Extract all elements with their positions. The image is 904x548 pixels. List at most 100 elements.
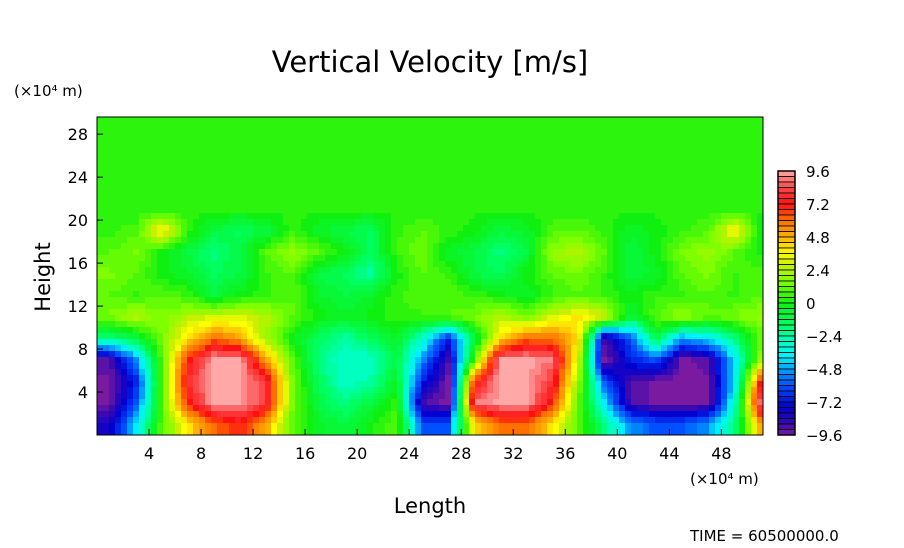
- heatmap-cell: [511, 165, 518, 172]
- heatmap-cell: [109, 309, 116, 316]
- heatmap-cell: [637, 225, 644, 232]
- heatmap-cell: [643, 345, 650, 352]
- heatmap-cell: [457, 141, 464, 148]
- heatmap-cell: [391, 159, 398, 166]
- heatmap-cell: [559, 243, 566, 250]
- heatmap-cell: [229, 303, 236, 310]
- heatmap-cell: [235, 309, 242, 316]
- heatmap-cell: [517, 117, 524, 124]
- heatmap-cell: [571, 153, 578, 160]
- heatmap-cell: [691, 381, 698, 388]
- heatmap-cell: [541, 231, 548, 238]
- heatmap-cell: [547, 213, 554, 220]
- heatmap-cell: [349, 231, 356, 238]
- heatmap-cell: [625, 309, 632, 316]
- heatmap-cell: [547, 273, 554, 280]
- heatmap-cell: [157, 123, 164, 130]
- heatmap-cell: [169, 195, 176, 202]
- heatmap-cell: [307, 201, 314, 208]
- heatmap-cell: [739, 171, 746, 178]
- heatmap-cell: [121, 177, 128, 184]
- heatmap-cell: [259, 147, 266, 154]
- heatmap-cell: [583, 159, 590, 166]
- heatmap-cell: [505, 351, 512, 358]
- heatmap-cell: [193, 189, 200, 196]
- heatmap-cell: [493, 159, 500, 166]
- heatmap-cell: [199, 303, 206, 310]
- heatmap-cell: [541, 345, 548, 352]
- heatmap-cell: [649, 381, 656, 388]
- heatmap-cell: [661, 165, 668, 172]
- heatmap-cell: [643, 339, 650, 346]
- heatmap-cell: [337, 177, 344, 184]
- heatmap-cell: [535, 195, 542, 202]
- heatmap-cell: [613, 237, 620, 244]
- heatmap-cell: [529, 351, 536, 358]
- heatmap-cell: [391, 195, 398, 202]
- heatmap-cell: [391, 321, 398, 328]
- heatmap-cell: [607, 363, 614, 370]
- heatmap-cell: [487, 297, 494, 304]
- heatmap-cell: [253, 327, 260, 334]
- heatmap-cell: [649, 243, 656, 250]
- heatmap-cell: [361, 267, 368, 274]
- heatmap-cell: [541, 177, 548, 184]
- heatmap-cell: [391, 171, 398, 178]
- heatmap-cell: [373, 381, 380, 388]
- heatmap-cell: [685, 195, 692, 202]
- chart-title: Vertical Velocity [m/s]: [272, 45, 589, 79]
- heatmap-cell: [727, 207, 734, 214]
- heatmap-cell: [301, 339, 308, 346]
- heatmap-cell: [469, 255, 476, 262]
- heatmap-cell: [535, 273, 542, 280]
- heatmap-cell: [205, 249, 212, 256]
- heatmap-cell: [535, 345, 542, 352]
- heatmap-cell: [463, 231, 470, 238]
- heatmap-cell: [493, 201, 500, 208]
- heatmap-cell: [403, 339, 410, 346]
- heatmap-cell: [613, 267, 620, 274]
- heatmap-cell: [625, 345, 632, 352]
- heatmap-cell: [391, 339, 398, 346]
- heatmap-cell: [403, 327, 410, 334]
- heatmap-cell: [499, 309, 506, 316]
- heatmap-cell: [211, 183, 218, 190]
- heatmap-cell: [619, 351, 626, 358]
- heatmap-cell: [643, 129, 650, 136]
- heatmap-cell: [193, 243, 200, 250]
- heatmap-cell: [445, 285, 452, 292]
- heatmap-cell: [637, 189, 644, 196]
- heatmap-cell: [229, 171, 236, 178]
- heatmap-cell: [367, 285, 374, 292]
- heatmap-cell: [205, 297, 212, 304]
- heatmap-cell: [205, 225, 212, 232]
- heatmap-cell: [97, 375, 104, 382]
- heatmap-cell: [463, 267, 470, 274]
- heatmap-cell: [391, 363, 398, 370]
- heatmap-cell: [487, 243, 494, 250]
- heatmap-cell: [283, 153, 290, 160]
- heatmap-cell: [595, 207, 602, 214]
- heatmap-cell: [367, 375, 374, 382]
- heatmap-cell: [295, 339, 302, 346]
- heatmap-cell: [445, 351, 452, 358]
- heatmap-cell: [379, 327, 386, 334]
- heatmap-cell: [673, 243, 680, 250]
- heatmap-cell: [607, 351, 614, 358]
- heatmap-cell: [457, 321, 464, 328]
- heatmap-cell: [391, 123, 398, 130]
- heatmap-cell: [463, 129, 470, 136]
- heatmap-cell: [505, 291, 512, 298]
- heatmap-cell: [649, 195, 656, 202]
- heatmap-cell: [385, 315, 392, 322]
- heatmap-cell: [571, 369, 578, 376]
- heatmap-cell: [499, 237, 506, 244]
- heatmap-cell: [223, 135, 230, 142]
- heatmap-cell: [199, 285, 206, 292]
- heatmap-cell: [643, 123, 650, 130]
- heatmap-cell: [319, 135, 326, 142]
- heatmap-cell: [487, 339, 494, 346]
- heatmap-cell: [409, 375, 416, 382]
- heatmap-cell: [229, 195, 236, 202]
- heatmap-cell: [199, 381, 206, 388]
